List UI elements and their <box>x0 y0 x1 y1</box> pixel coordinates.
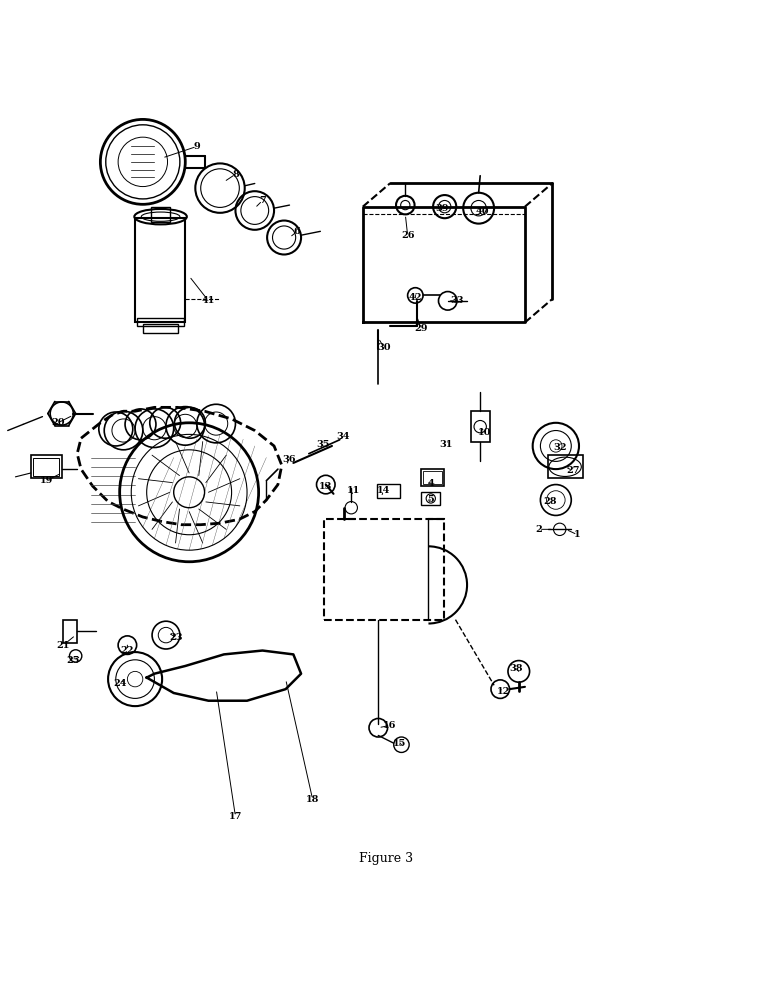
Text: 40: 40 <box>476 207 489 216</box>
Text: 21: 21 <box>56 641 70 650</box>
Text: 13: 13 <box>319 482 333 491</box>
Bar <box>471 411 490 442</box>
Text: 33: 33 <box>450 296 464 305</box>
Bar <box>137 318 184 326</box>
Text: 38: 38 <box>509 664 523 673</box>
Text: 41: 41 <box>201 296 215 305</box>
Text: 1: 1 <box>574 530 581 539</box>
Bar <box>421 469 444 486</box>
Bar <box>151 207 170 222</box>
Text: 8: 8 <box>232 170 239 179</box>
Text: 14: 14 <box>377 486 391 495</box>
Text: 16: 16 <box>383 721 397 730</box>
Text: 27: 27 <box>566 466 580 475</box>
Text: 10: 10 <box>478 428 492 437</box>
Bar <box>377 484 400 498</box>
Bar <box>31 455 62 478</box>
Bar <box>548 455 583 478</box>
Text: 31: 31 <box>439 440 453 449</box>
Text: 23: 23 <box>169 633 183 642</box>
Text: 2: 2 <box>536 525 542 534</box>
Text: 26: 26 <box>401 231 415 240</box>
Bar <box>63 620 77 643</box>
Bar <box>135 218 185 322</box>
Text: 30: 30 <box>377 343 391 352</box>
Text: 11: 11 <box>347 486 361 495</box>
Bar <box>143 324 178 333</box>
Text: 36: 36 <box>283 455 296 464</box>
Text: 6: 6 <box>294 227 300 236</box>
Text: 25: 25 <box>66 656 80 665</box>
Text: 17: 17 <box>229 812 242 821</box>
Bar <box>33 458 59 476</box>
Text: 32: 32 <box>553 443 567 452</box>
Text: 22: 22 <box>120 646 134 655</box>
Text: 20: 20 <box>51 418 65 427</box>
Text: 18: 18 <box>306 795 320 804</box>
Bar <box>324 519 444 620</box>
Text: 42: 42 <box>408 293 422 302</box>
Text: 12: 12 <box>496 687 510 696</box>
Text: 15: 15 <box>393 739 407 748</box>
Text: Figure 3: Figure 3 <box>359 852 413 865</box>
Text: 24: 24 <box>113 679 127 688</box>
Text: 29: 29 <box>414 324 428 333</box>
Text: 19: 19 <box>39 476 53 485</box>
Text: 4: 4 <box>428 479 434 488</box>
Text: 35: 35 <box>316 440 330 449</box>
Text: 39: 39 <box>435 204 449 213</box>
Text: 28: 28 <box>543 497 557 506</box>
Bar <box>421 492 440 505</box>
Text: 34: 34 <box>337 432 350 441</box>
Text: 5: 5 <box>428 495 434 504</box>
Bar <box>423 471 442 484</box>
Text: 7: 7 <box>259 196 266 205</box>
Text: 9: 9 <box>194 142 200 151</box>
